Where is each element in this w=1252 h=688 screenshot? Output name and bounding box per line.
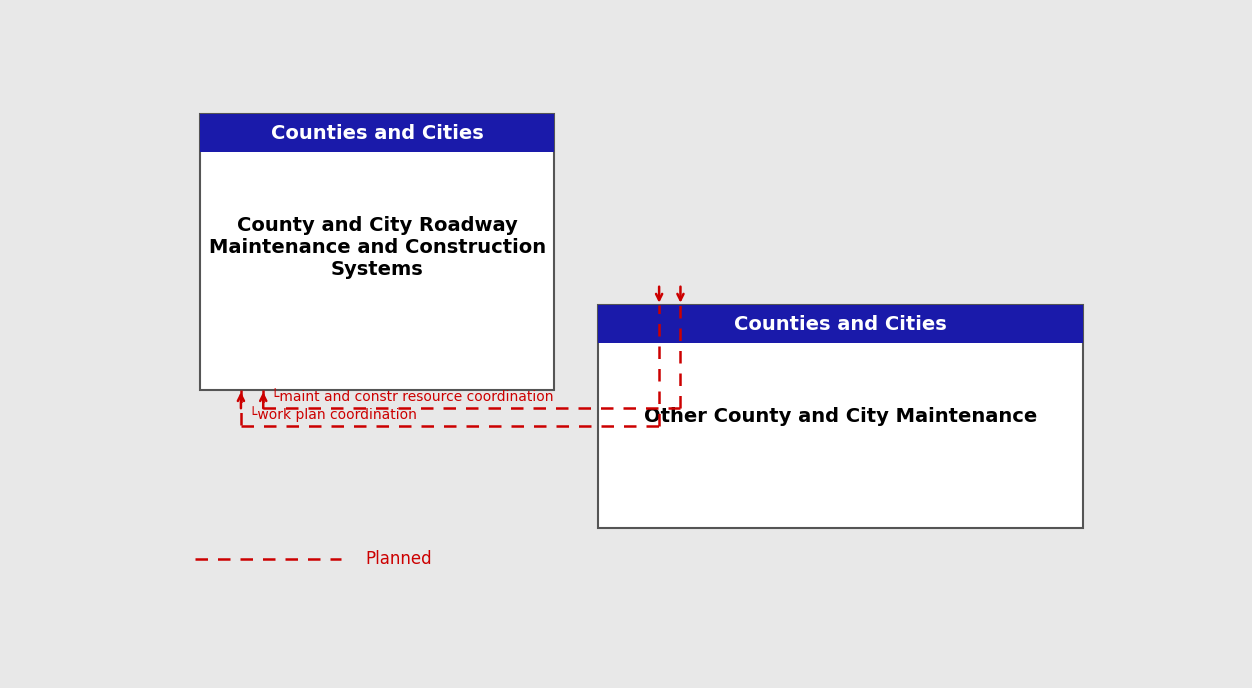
Text: └maint and constr resource coordination: └maint and constr resource coordination xyxy=(270,390,553,404)
Text: Other County and City Maintenance: Other County and City Maintenance xyxy=(644,407,1037,427)
Bar xyxy=(598,305,1083,343)
Text: Counties and Cities: Counties and Cities xyxy=(734,314,947,334)
Text: County and City Roadway
Maintenance and Construction
Systems: County and City Roadway Maintenance and … xyxy=(209,216,546,279)
Text: Planned: Planned xyxy=(366,550,432,568)
Text: └work plan coordination: └work plan coordination xyxy=(249,406,417,422)
Bar xyxy=(598,305,1083,528)
Text: Counties and Cities: Counties and Cities xyxy=(270,124,483,143)
Bar xyxy=(200,114,555,153)
Bar xyxy=(200,114,555,390)
